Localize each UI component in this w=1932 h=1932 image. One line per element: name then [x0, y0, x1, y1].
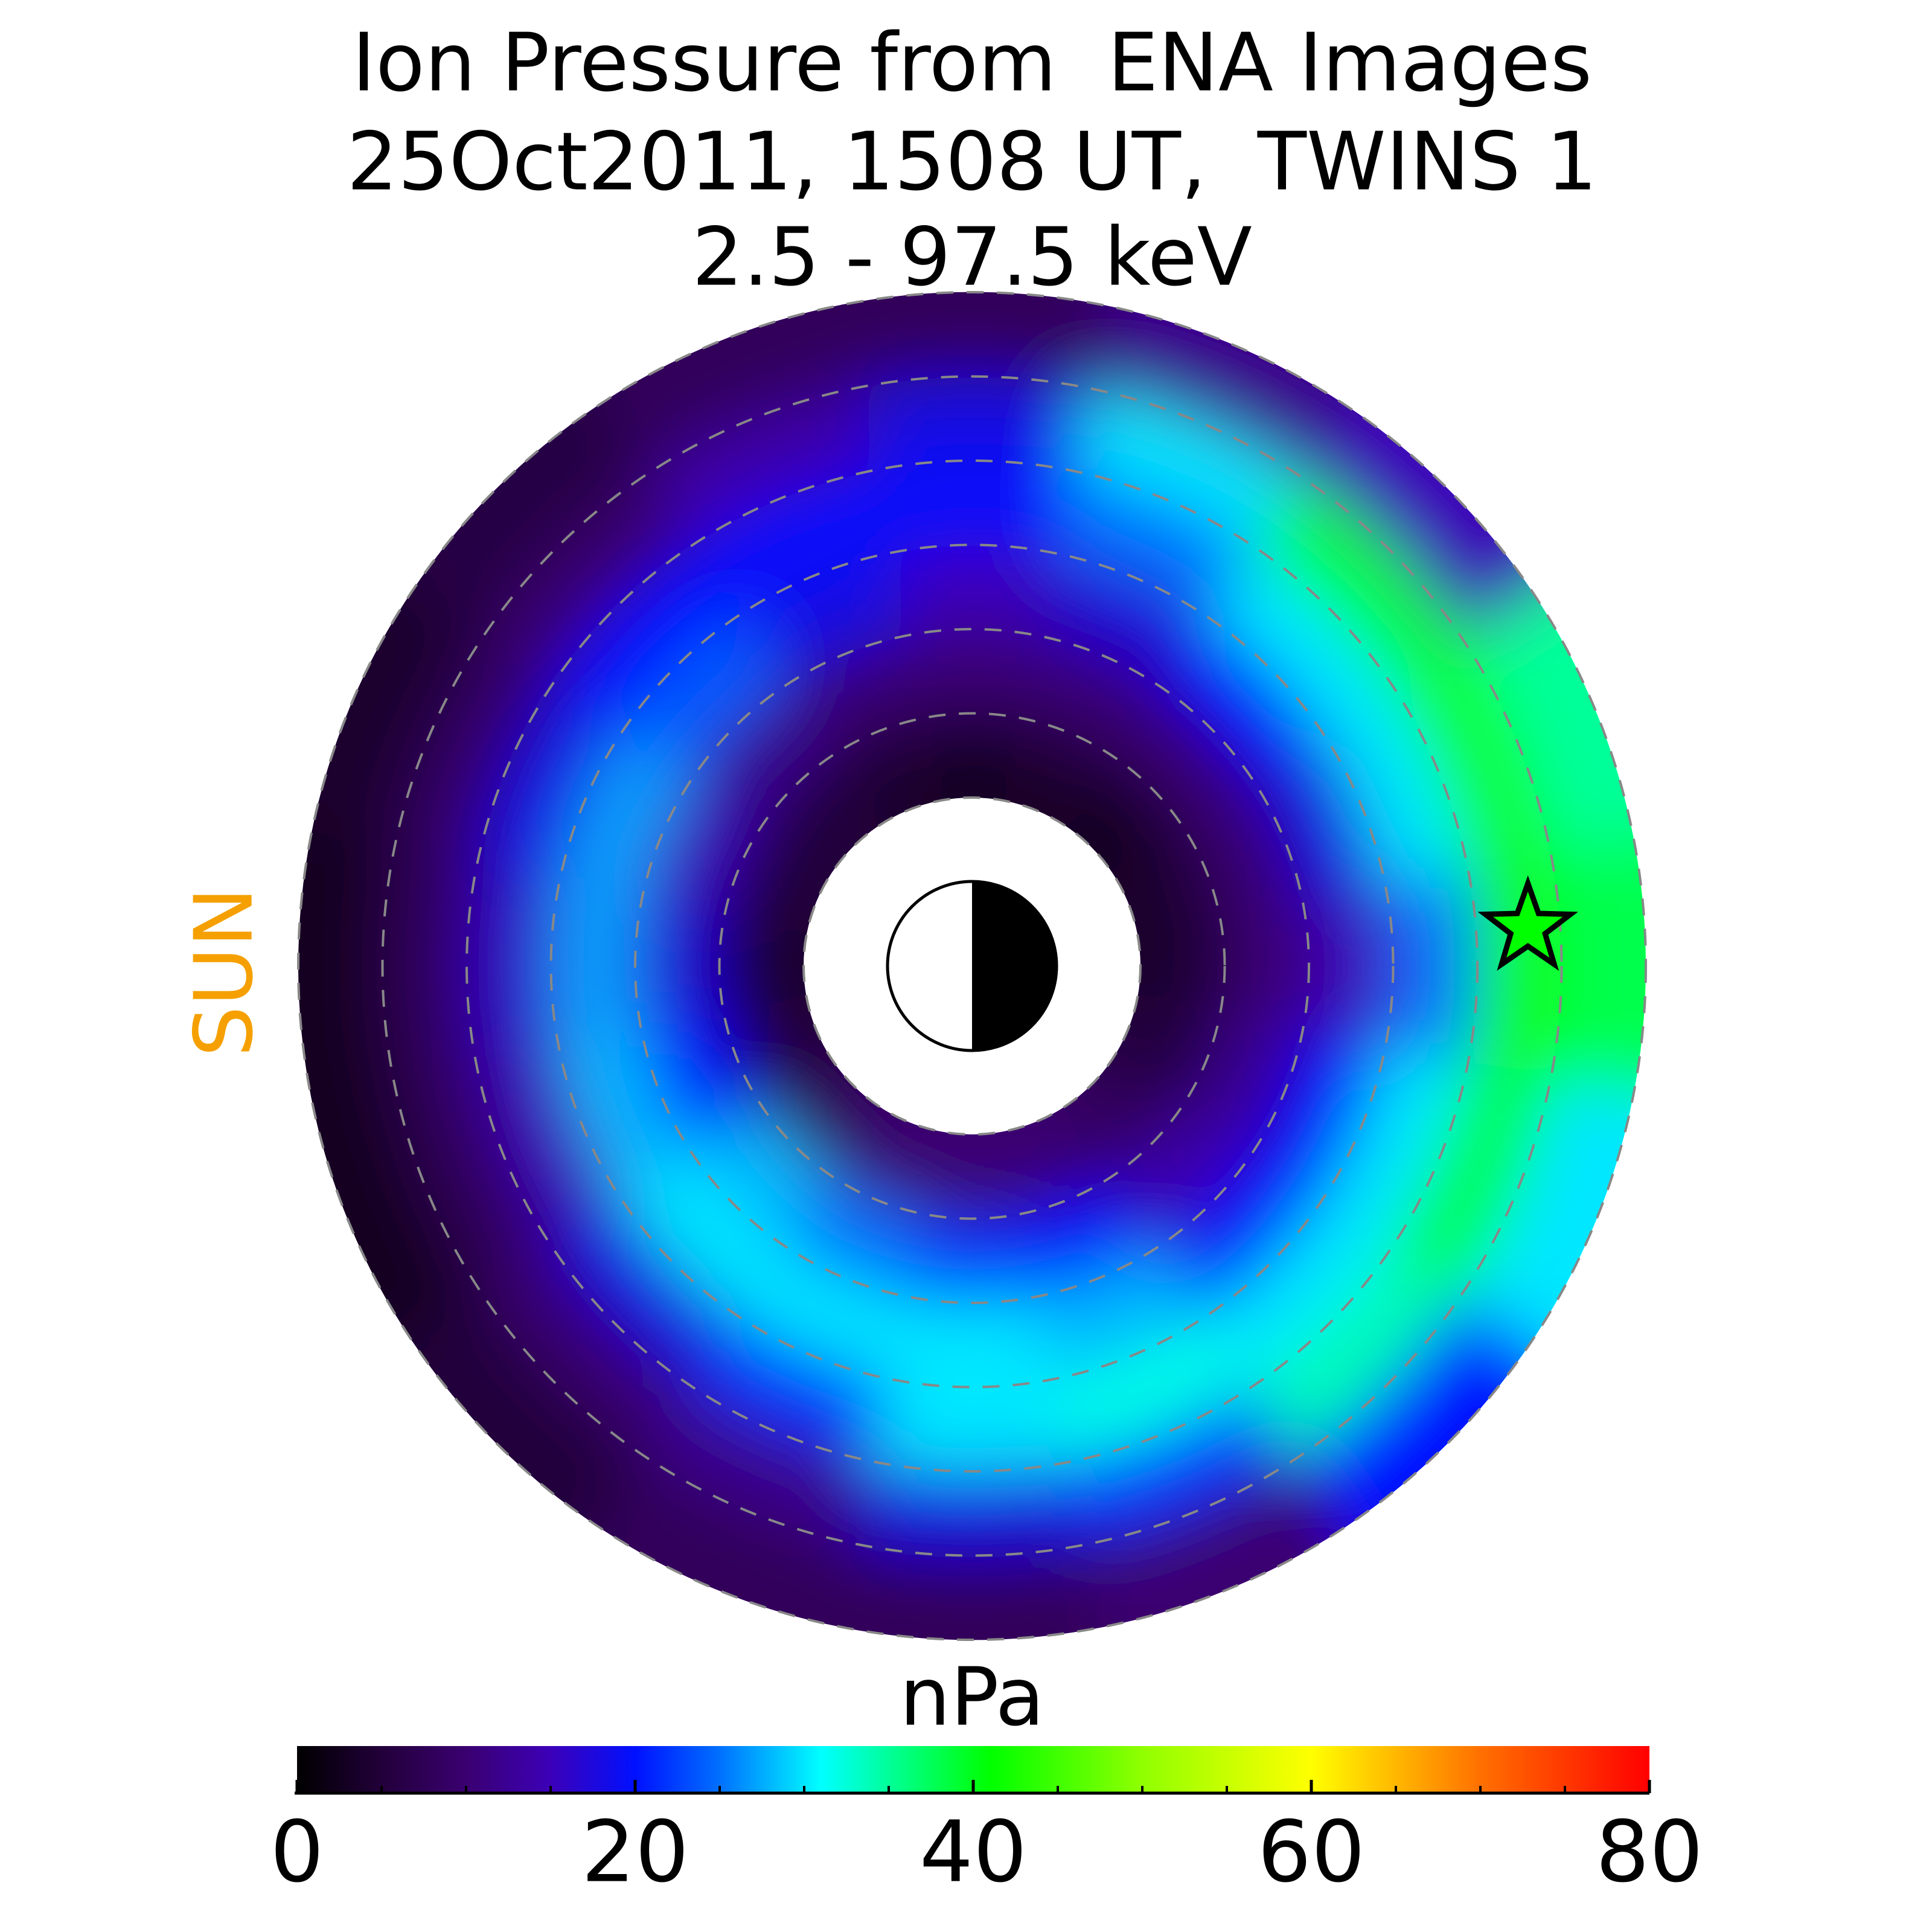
- map-cell: [382, 847, 478, 1085]
- map-cell: [298, 803, 395, 1129]
- map-cell: [1549, 803, 1646, 1129]
- colorbar-tick-label: 80: [1596, 1803, 1703, 1902]
- grid: [297, 291, 1647, 1641]
- map-cell: [550, 881, 643, 1051]
- grid-circle: [381, 375, 1563, 1557]
- grid-circle: [465, 459, 1479, 1473]
- chart-subtitle: 2.5 - 97.5 keV: [692, 211, 1252, 304]
- map-cell: [853, 376, 1091, 472]
- colorbar-label: nPa: [900, 1651, 1044, 1744]
- map-cell: [853, 1460, 1091, 1556]
- map-cell: [870, 1378, 1074, 1472]
- chart-subtitle: 25Oct2011, 1508 UT, TWINS 1: [347, 116, 1597, 209]
- map-cell: [887, 1295, 1057, 1388]
- map-cell: [904, 1212, 1040, 1303]
- map-cell: [1301, 881, 1394, 1051]
- map-cell: [809, 292, 1135, 389]
- map-cell: [887, 544, 1057, 637]
- spacecraft-star: [1477, 875, 1578, 971]
- colorbar-tick-label: 20: [581, 1803, 689, 1902]
- map-cell: [465, 864, 560, 1068]
- earth: [886, 880, 1058, 1052]
- grid-circle: [297, 291, 1647, 1641]
- map-cell: [635, 898, 726, 1034]
- grid-circle: [718, 712, 1226, 1220]
- chart-title: Ion Pressure from ENA Images: [352, 17, 1592, 110]
- map-cell: [1466, 847, 1563, 1085]
- map-cell: [1384, 864, 1478, 1068]
- earth-night: [972, 881, 1057, 1051]
- grid-circle: [634, 628, 1310, 1304]
- colorbar-tick-label: 0: [270, 1803, 324, 1902]
- map-cell: [1218, 898, 1310, 1034]
- colorbar-tick-label: 60: [1258, 1803, 1365, 1902]
- sun-label: SUN: [178, 887, 271, 1057]
- map-cell: [904, 629, 1040, 720]
- grid-circle: [549, 543, 1395, 1389]
- colorbar-tick-label: 40: [920, 1803, 1027, 1902]
- colorbar: 0 20 40 60 80: [270, 1746, 1703, 1902]
- grid-circle: [802, 796, 1142, 1136]
- map-cell: [870, 459, 1074, 554]
